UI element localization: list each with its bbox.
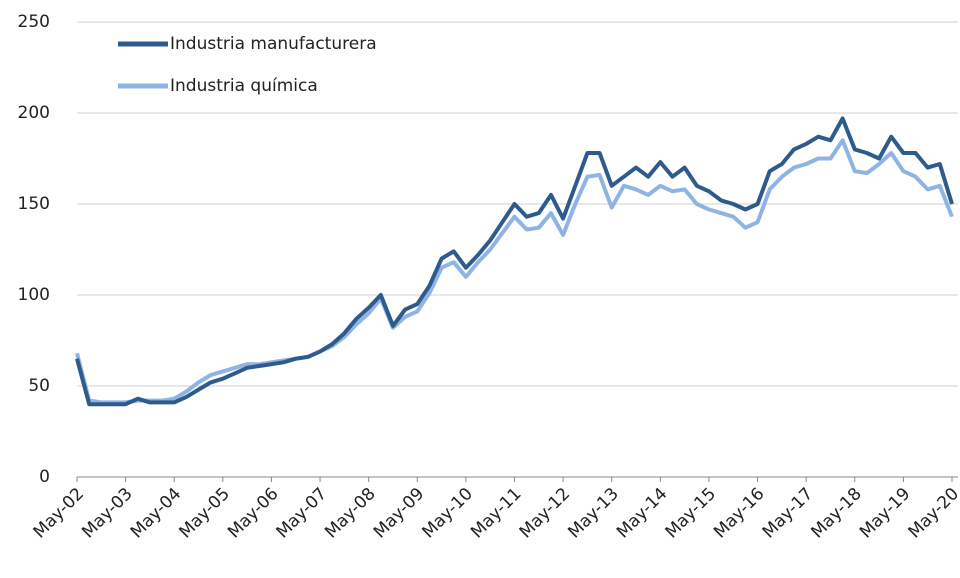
x-tick-label: May-08 — [321, 484, 379, 542]
legend-label: Industria manufacturera — [170, 34, 377, 54]
y-tick-label: 0 — [39, 467, 50, 487]
x-tick-label: May-03 — [78, 484, 136, 542]
y-tick-label: 200 — [18, 103, 50, 123]
x-tick-label: May-02 — [30, 484, 88, 542]
x-tick-label: May-14 — [613, 484, 671, 542]
x-tick-label: May-16 — [710, 484, 768, 542]
y-tick-label: 100 — [18, 285, 50, 305]
x-tick-label: May-17 — [759, 484, 817, 542]
x-tick-label: May-15 — [662, 484, 720, 542]
x-tick-label: May-19 — [856, 484, 914, 542]
x-tick-label: May-04 — [127, 484, 185, 542]
y-tick-label: 50 — [28, 376, 50, 396]
x-tick-label: May-10 — [419, 484, 477, 542]
y-tick-label: 150 — [18, 194, 50, 214]
x-tick-label: May-18 — [807, 484, 865, 542]
y-tick-label: 250 — [18, 12, 50, 32]
x-tick-label: May-05 — [175, 484, 233, 542]
series-line — [75, 116, 954, 407]
x-tick-label: May-11 — [467, 484, 525, 542]
series-line — [75, 138, 954, 405]
x-tick-label: May-13 — [564, 484, 622, 542]
x-tick-label: May-09 — [370, 484, 428, 542]
x-tick-label: May-12 — [516, 484, 574, 542]
x-tick-label: May-20 — [905, 484, 960, 542]
x-tick-label: May-07 — [273, 484, 331, 542]
legend-label: Industria química — [170, 76, 318, 96]
x-tick-label: May-06 — [224, 484, 282, 542]
